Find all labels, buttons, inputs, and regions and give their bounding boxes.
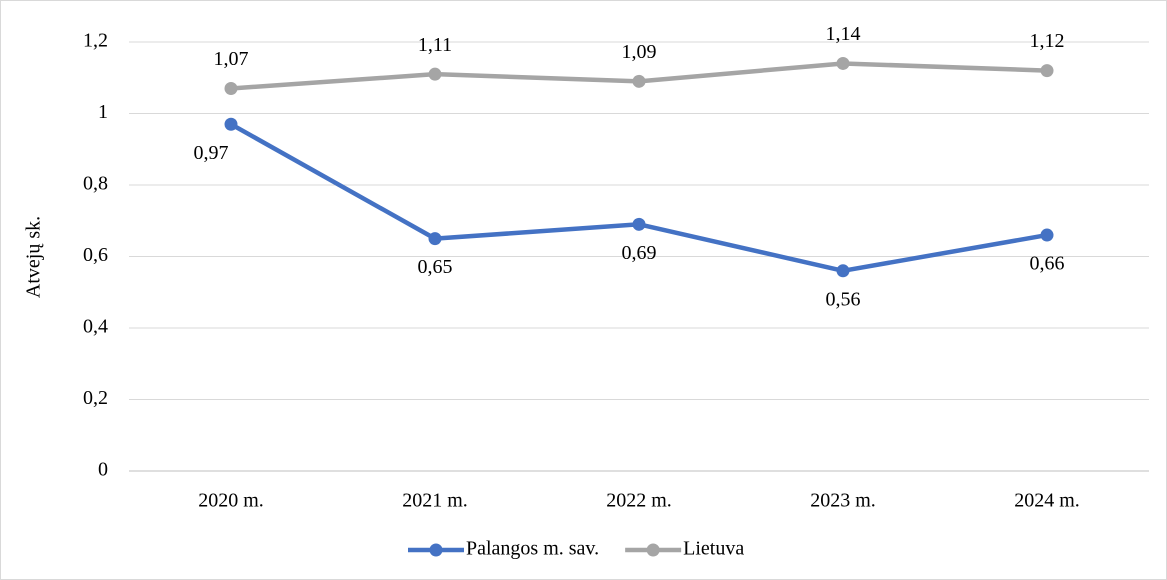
legend-label: Palangos m. sav. [466, 538, 599, 560]
data-point [836, 56, 850, 70]
legend-marker [646, 543, 660, 557]
y-tick-label: 0,8 [83, 173, 108, 195]
y-tick-label: 1 [98, 101, 108, 123]
y-tick-label: 0 [98, 459, 108, 481]
data-label: 1,09 [622, 41, 657, 63]
x-tick-label: 2024 m. [1014, 490, 1080, 512]
data-label: 1,12 [1030, 30, 1065, 52]
data-label: 0,66 [1030, 253, 1065, 275]
data-point [428, 232, 442, 246]
data-label: 1,07 [214, 48, 249, 70]
data-point [224, 117, 238, 131]
data-label: 0,56 [826, 288, 861, 310]
data-point [1040, 228, 1054, 242]
data-point [632, 217, 646, 231]
y-tick-label: 1,2 [83, 30, 108, 52]
y-tick-label: 0,2 [83, 387, 108, 409]
y-axis-label: Atvejų sk. [23, 216, 45, 298]
data-label: 0,97 [194, 142, 229, 164]
x-tick-label: 2022 m. [606, 490, 672, 512]
x-tick-label: 2023 m. [810, 490, 876, 512]
data-label: 1,11 [418, 34, 452, 56]
legend-marker [429, 543, 443, 557]
data-point [428, 67, 442, 81]
y-tick-label: 0,4 [83, 316, 108, 338]
data-point [224, 81, 238, 95]
data-point [632, 74, 646, 88]
x-tick-label: 2020 m. [198, 490, 264, 512]
data-point [836, 264, 850, 278]
data-label: 0,65 [418, 256, 453, 278]
data-label: 1,14 [826, 23, 861, 45]
data-point [1040, 64, 1054, 78]
legend-label: Lietuva [683, 538, 744, 560]
data-label: 0,69 [622, 242, 657, 264]
x-tick-label: 2021 m. [402, 490, 468, 512]
y-tick-label: 0,6 [83, 244, 108, 266]
